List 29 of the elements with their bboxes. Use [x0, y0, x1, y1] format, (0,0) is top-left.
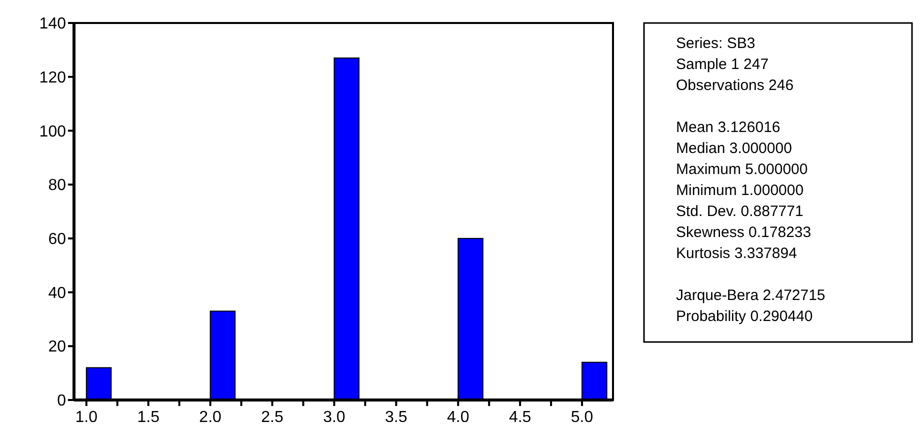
y-tick-label: 40: [48, 284, 66, 302]
text: Median 3.000000: [676, 140, 792, 157]
text: Maximum 5.000000: [676, 161, 808, 178]
text: Std. Dev. 0.887771: [676, 203, 804, 220]
text: Sample 1 247: [676, 56, 769, 73]
y-tick-label: 80: [48, 177, 66, 194]
text: Probability 0.290440: [676, 308, 813, 325]
text: Observations 246: [676, 77, 794, 94]
x-tick-label: 3.0: [323, 409, 346, 426]
x-tick-label: 5.0: [570, 409, 594, 426]
text: Minimum 1.000000: [676, 182, 804, 199]
y-tick-label: 20: [48, 338, 66, 356]
text: Mean 3.126016: [676, 119, 780, 136]
x-tick-label: 2.5: [261, 409, 284, 426]
x-tick-label: 1.5: [137, 409, 160, 426]
x-tick-label: 4.0: [446, 409, 470, 426]
text: Series: SB3: [676, 35, 756, 52]
x-tick-label: 2.0: [199, 409, 222, 426]
x-tick-label: 1.0: [75, 409, 98, 426]
text: Skewness 0.178233: [676, 224, 812, 241]
y-tick-label: 120: [39, 69, 66, 86]
x-tick-label: 4.5: [508, 409, 532, 426]
y-tick-label: 0: [57, 392, 66, 410]
x-tick-label: 3.5: [385, 409, 408, 426]
y-tick-label: 140: [39, 16, 66, 33]
y-tick-label: 100: [39, 123, 66, 140]
y-tick-label: 60: [48, 231, 66, 248]
text: Jarque-Bera 2.472715: [676, 287, 826, 304]
text: Kurtosis 3.337894: [676, 245, 797, 262]
